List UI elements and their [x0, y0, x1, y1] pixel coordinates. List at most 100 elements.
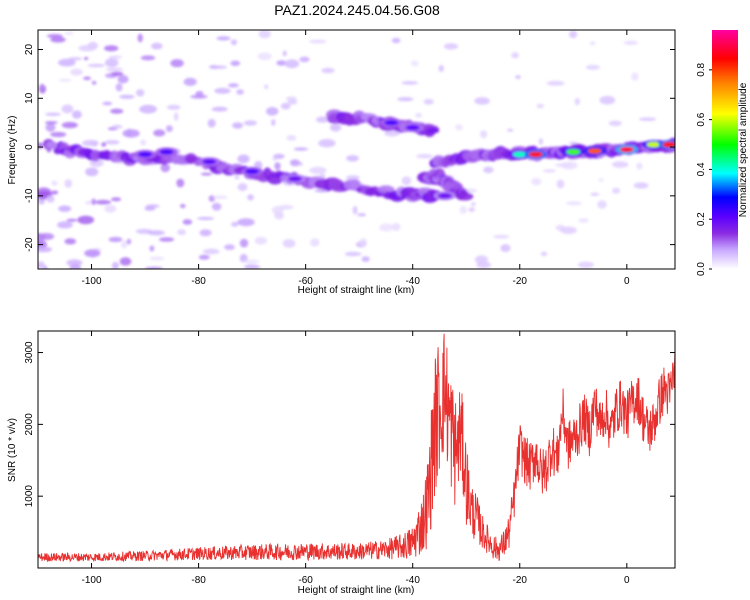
heatmap-cell	[46, 34, 63, 38]
heatmap-cell	[46, 195, 55, 203]
heatmap-cell	[397, 97, 414, 102]
heatmap-cell	[208, 195, 216, 202]
heatmap-cell	[274, 212, 285, 220]
heatmap-cell	[316, 116, 330, 123]
heatmap-cell	[589, 41, 596, 46]
heatmap-cell	[237, 218, 255, 227]
spectrogram-x-label: Height of straight line (km)	[298, 285, 415, 296]
heatmap-cell	[274, 162, 281, 171]
heatmap-cell	[515, 75, 521, 80]
heatmap-cell	[126, 128, 132, 138]
heatmap-cell	[569, 30, 578, 39]
heatmap-peak	[437, 193, 452, 199]
heatmap-cell	[166, 125, 173, 133]
heatmap-cell	[151, 42, 163, 50]
x-tick-label: 0	[624, 575, 630, 586]
heatmap-cell	[83, 76, 91, 81]
heatmap-cell	[344, 251, 362, 257]
heatmap-cell	[243, 259, 260, 264]
heatmap-cell	[95, 199, 112, 205]
heatmap-cell	[574, 98, 580, 106]
x-tick-label: -60	[298, 276, 313, 287]
heatmap-cell	[64, 179, 73, 188]
heatmap-cell	[479, 130, 488, 139]
heatmap-cell	[176, 178, 185, 188]
heatmap-cell	[140, 139, 147, 146]
heatmap-cell	[224, 244, 235, 251]
x-tick-label: -20	[513, 575, 528, 586]
heatmap-cell	[77, 215, 95, 225]
heatmap-cell	[416, 153, 433, 159]
heatmap-cell	[38, 261, 45, 269]
colorbar-tick-label: 0.6	[696, 112, 707, 126]
heatmap-cell	[91, 80, 97, 85]
heatmap-cell	[555, 162, 572, 168]
heatmap-cell	[39, 83, 45, 91]
heatmap-cell	[145, 266, 163, 269]
heatmap-cell	[87, 63, 105, 68]
heatmap-cell	[471, 202, 476, 207]
heatmap-cell	[623, 40, 638, 45]
heatmap-cell	[91, 198, 96, 206]
heatmap-cell	[202, 248, 220, 255]
heatmap-cell	[85, 200, 92, 205]
y-tick-label: 20	[24, 44, 35, 56]
heatmap-cell	[608, 120, 622, 127]
heatmap-cell	[633, 182, 649, 189]
heatmap-cell	[111, 261, 119, 269]
heatmap-cell	[51, 180, 58, 186]
heatmap-cell	[117, 75, 129, 84]
spectrogram-heatmap	[38, 30, 675, 269]
heatmap-cell	[38, 142, 43, 150]
heatmap-cell	[119, 94, 135, 99]
heatmap-cell	[597, 200, 607, 209]
heatmap-cell	[230, 39, 238, 46]
heatmap-cell	[108, 55, 123, 59]
heatmap-cell	[359, 238, 368, 247]
heatmap-cell	[293, 147, 308, 151]
snr-y-ticks: 3000 2000 1000	[24, 341, 675, 507]
snr-frame	[37, 330, 676, 569]
y-tick-label: 3000	[24, 341, 35, 364]
y-tick-label: -20	[24, 237, 35, 252]
heatmap-cell	[254, 236, 268, 245]
heatmap-cell	[598, 178, 604, 183]
heatmap-cell	[391, 223, 401, 231]
heatmap-cell	[455, 124, 463, 131]
heatmap-cell	[51, 190, 59, 195]
heatmap-cell	[208, 65, 219, 69]
heatmap-peak	[245, 168, 260, 175]
heatmap-cell	[38, 233, 46, 242]
heatmap-cell	[475, 255, 488, 264]
heatmap-cell	[599, 95, 616, 105]
heatmap-cell	[468, 207, 475, 213]
heatmap-cell	[140, 55, 156, 61]
heatmap-cell	[230, 60, 241, 67]
heatmap-cell	[282, 50, 287, 57]
heatmap-cell	[244, 264, 259, 269]
heatmap-cell	[110, 108, 124, 114]
heatmap-cell	[105, 58, 119, 68]
heatmap-cell	[84, 249, 101, 258]
heatmap-cell	[585, 64, 601, 70]
heatmap-cell	[153, 129, 166, 137]
heatmap-cell	[166, 104, 181, 110]
heatmap-cell	[566, 201, 582, 206]
colorbar-label: Normalized spectral amplitude	[738, 82, 749, 217]
heatmap-cell	[459, 205, 467, 214]
heatmap-cell	[310, 238, 320, 247]
heatmap-ridge-cell	[426, 127, 440, 134]
heatmap-peak	[202, 158, 217, 165]
heatmap-cell	[207, 118, 216, 128]
heatmap-cell	[507, 128, 514, 132]
heatmap-cell	[258, 30, 271, 39]
heatmap-cell	[45, 123, 56, 132]
x-tick-label: -60	[298, 575, 313, 586]
heatmap-cell	[309, 39, 327, 44]
heatmap-cell	[560, 226, 577, 235]
chart-title: PAZ1.2024.245.04.56.G08	[274, 2, 440, 18]
heatmap-cell	[357, 213, 367, 217]
heatmap-cell	[159, 237, 175, 242]
heatmap-cell	[70, 68, 83, 76]
